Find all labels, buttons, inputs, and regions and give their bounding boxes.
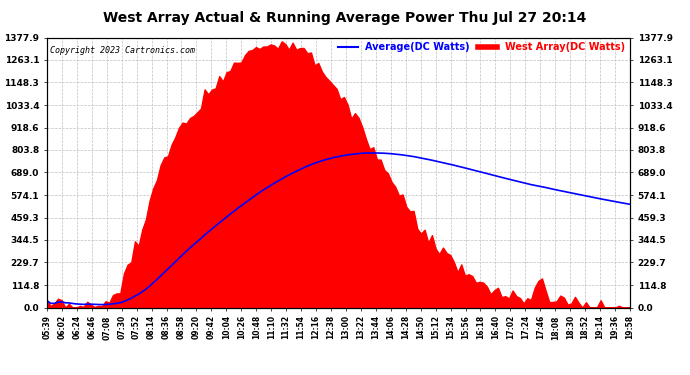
- Legend: Average(DC Watts), West Array(DC Watts): Average(DC Watts), West Array(DC Watts): [338, 42, 625, 52]
- Text: Copyright 2023 Cartronics.com: Copyright 2023 Cartronics.com: [50, 46, 195, 55]
- Text: West Array Actual & Running Average Power Thu Jul 27 20:14: West Array Actual & Running Average Powe…: [104, 11, 586, 25]
